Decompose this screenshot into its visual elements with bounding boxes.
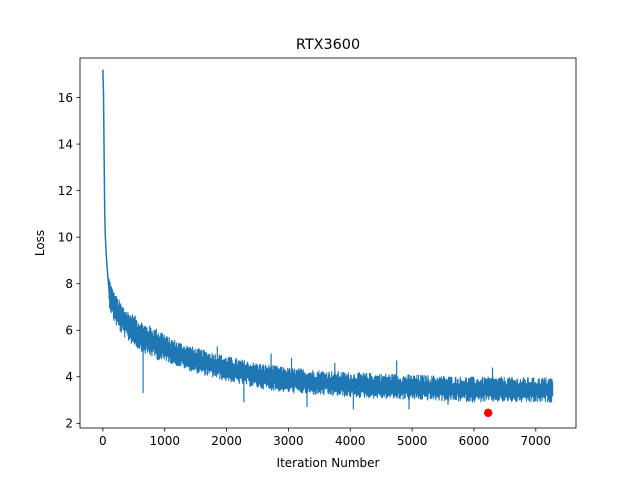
x-tick-label: 6000 bbox=[459, 434, 490, 448]
y-tick-label: 12 bbox=[58, 184, 73, 198]
y-tick-label: 2 bbox=[65, 417, 73, 431]
x-axis-label: Iteration Number bbox=[277, 456, 380, 470]
minimum-loss-marker bbox=[483, 408, 493, 418]
x-tick-label: 0 bbox=[99, 434, 107, 448]
x-tick-label: 1000 bbox=[149, 434, 180, 448]
y-tick-label: 10 bbox=[58, 230, 73, 244]
y-tick-label: 6 bbox=[65, 323, 73, 337]
x-tick-label: 5000 bbox=[397, 434, 428, 448]
x-tick-label: 3000 bbox=[273, 434, 304, 448]
loss-noise-band bbox=[108, 278, 554, 410]
y-tick-label: 4 bbox=[65, 370, 73, 384]
y-tick-label: 8 bbox=[65, 277, 73, 291]
loss-noise-path bbox=[108, 278, 554, 403]
x-tick-label: 4000 bbox=[335, 434, 366, 448]
plot-frame bbox=[79, 57, 577, 429]
x-tick-label: 2000 bbox=[211, 434, 242, 448]
x-tick-label: 7000 bbox=[521, 434, 552, 448]
x-axis-ticks: 0 1000 2000 3000 4000 5000 6000 7000 bbox=[99, 428, 551, 448]
y-tick-label: 16 bbox=[58, 91, 73, 105]
minimum-marker-group bbox=[483, 408, 493, 418]
chart-title: RTX3600 bbox=[296, 37, 360, 53]
y-tick-label: 14 bbox=[58, 137, 73, 151]
y-axis-ticks: 2 4 6 8 10 12 14 16 bbox=[58, 91, 80, 431]
loss-series bbox=[102, 69, 554, 392]
y-axis-label: Loss bbox=[33, 230, 47, 256]
loss-line bbox=[102, 69, 554, 392]
plot-area bbox=[80, 58, 576, 428]
